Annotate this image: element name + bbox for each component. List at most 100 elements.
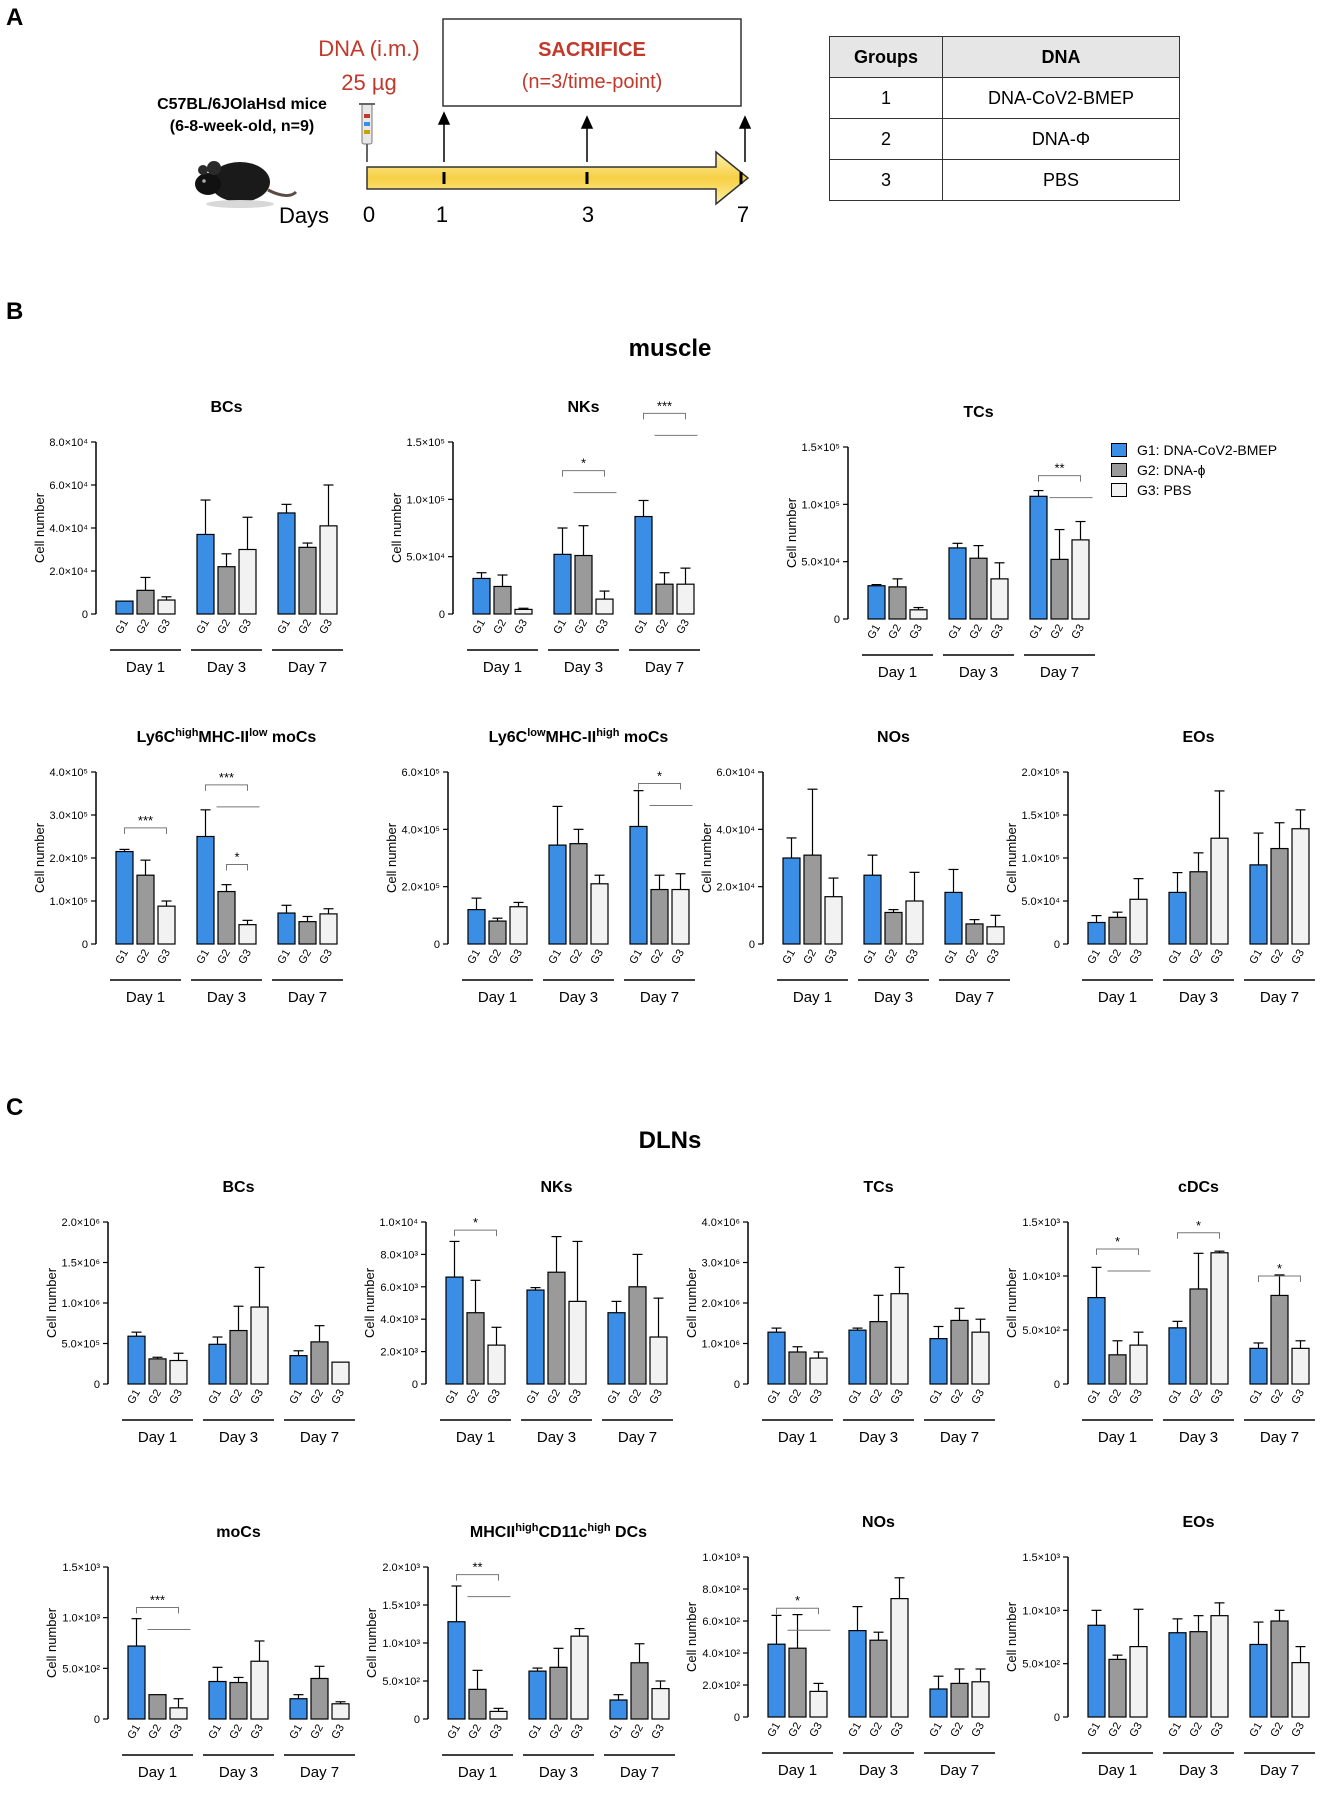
- y-tick-label: 0: [1054, 1379, 1060, 1391]
- bar-g2: [1189, 1631, 1208, 1718]
- x-tick-label: G1: [605, 1388, 623, 1407]
- x-tick-label: G2: [1187, 1721, 1205, 1740]
- y-tick-label: 0: [434, 939, 440, 951]
- bar-g1: [528, 1670, 547, 1720]
- x-tick-label: G1: [1247, 948, 1265, 967]
- bar-g1: [289, 1698, 308, 1720]
- day-label: Day 7: [640, 989, 679, 1006]
- y-tick-label: 5.0×10⁴: [801, 557, 840, 569]
- x-tick-label: G1: [607, 1723, 625, 1742]
- y-tick-label: 3.0×10⁶: [702, 1258, 740, 1270]
- x-tick-label: G1: [846, 1388, 864, 1407]
- x-tick-label: G3: [888, 1721, 906, 1740]
- day-label: Day 7: [940, 1429, 979, 1446]
- groups-table: Groups DNA 1 DNA-CoV2-BMEP 2 DNA-Φ 3 PBS: [829, 36, 1180, 201]
- y-axis-label: Cell number: [1004, 1267, 1019, 1338]
- x-tick-label: G3: [566, 1388, 584, 1407]
- legend-label-g2: G2: DNA-ɸ: [1137, 462, 1206, 478]
- x-tick-label: G1: [927, 1388, 945, 1407]
- x-tick-label: G1: [113, 618, 131, 637]
- title-superscript: high: [587, 1522, 610, 1534]
- y-axis-label: Cell number: [44, 1267, 59, 1338]
- x-tick-label: G2: [1268, 1721, 1286, 1740]
- bar-g1: [1029, 495, 1048, 620]
- day-label: Day 7: [288, 659, 327, 676]
- day-label: Day 7: [645, 659, 684, 676]
- bar-g1: [848, 1329, 867, 1385]
- bar-g2: [547, 1271, 566, 1385]
- panel-letter-c: C: [6, 1094, 24, 1121]
- y-tick-label: 1.5×10⁵: [1021, 810, 1060, 822]
- y-tick-label: 1.5×10⁵: [801, 442, 840, 454]
- y-tick-label: 0: [412, 1379, 418, 1391]
- bar-g2: [310, 1677, 329, 1720]
- y-tick-label: 1.0×10³: [702, 1552, 740, 1564]
- bar-g3: [570, 1635, 589, 1720]
- bar-g1: [289, 1355, 308, 1385]
- bar-g2: [1108, 1658, 1127, 1718]
- panel-letter-b: B: [6, 298, 24, 325]
- y-tick-label: 8.0×10⁴: [49, 437, 88, 449]
- x-tick-label: G2: [134, 618, 152, 637]
- bar-g2: [229, 1329, 248, 1385]
- bar-g2: [1050, 558, 1069, 620]
- bar-g3: [809, 1690, 828, 1718]
- x-tick-label: G2: [466, 1723, 484, 1742]
- bar-g3: [331, 1703, 350, 1720]
- bar-g1: [127, 1335, 146, 1385]
- chart-legend: G1: DNA-CoV2-BMEP G2: DNA-ɸ G3: PBS: [1111, 440, 1277, 500]
- bar-g3: [238, 924, 257, 945]
- y-tick-label: 0: [82, 939, 88, 951]
- x-tick-label: G1: [861, 948, 879, 967]
- x-tick-label: G1: [470, 618, 488, 637]
- x-tick-label: G2: [1187, 948, 1205, 967]
- day-tick-7: 7: [737, 202, 749, 227]
- day-tick-1: 1: [436, 202, 448, 227]
- x-tick-label: G2: [963, 948, 981, 967]
- y-tick-label: 0: [834, 614, 840, 626]
- y-tick-label: 5.0×10⁵: [61, 1339, 100, 1351]
- x-tick-label: G1: [275, 618, 293, 637]
- chart-dlns-tcs: TCs 0 1.0×10⁶ 2.0×10⁶ 3.0×10⁶ 4.0×10⁶ Cell num…: [684, 1179, 995, 1446]
- x-tick-label: G3: [1208, 1388, 1226, 1407]
- x-tick-label: G1: [632, 618, 650, 637]
- y-tick-label: 1.0×10³: [382, 1638, 420, 1650]
- bar-g3: [509, 906, 528, 945]
- day-label: Day 3: [207, 659, 246, 676]
- title-part: Ly6C: [489, 729, 528, 746]
- bar-g3: [1129, 1344, 1148, 1385]
- bar-g3: [905, 900, 924, 945]
- y-tick-label: 3.0×10⁵: [49, 810, 88, 822]
- bar-g3: [676, 583, 695, 615]
- significance-label: *: [581, 456, 586, 471]
- day-label: Day 7: [288, 989, 327, 1006]
- table-header-dna: DNA: [942, 36, 1180, 78]
- significance-bracket: [454, 1229, 497, 1237]
- chart-dlns-mhcii-dcs: MHCIIhighCD11chigh DCs05.0×10²1.0×10³1.5…: [364, 1522, 675, 1781]
- bar-g3: [1291, 1662, 1310, 1718]
- table-cell: 3: [829, 159, 943, 201]
- y-tick-label: 2.0×10⁴: [716, 882, 755, 894]
- day-label: Day 3: [859, 1762, 898, 1779]
- dose-route: DNA (i.m.): [318, 36, 419, 61]
- y-tick-label: 5.0×10²: [1022, 1325, 1060, 1337]
- day-label: Day 7: [1260, 1429, 1299, 1446]
- y-tick-label: 1.0×10⁶: [702, 1339, 740, 1351]
- section-title-muscle: muscle: [628, 335, 712, 362]
- x-tick-label: G1: [846, 1721, 864, 1740]
- y-axis-label: Cell number: [362, 1267, 377, 1338]
- y-tick-label: 0: [1054, 1712, 1060, 1724]
- x-tick-label: G1: [780, 948, 798, 967]
- bar-g3: [169, 1359, 188, 1385]
- y-tick-label: 1.0×10⁶: [62, 1298, 100, 1310]
- day-label: Day 1: [1098, 1762, 1137, 1779]
- x-tick-label: G3: [1289, 948, 1307, 967]
- bar-g1: [115, 600, 134, 615]
- bar-g1: [929, 1338, 948, 1385]
- day-label: Day 3: [874, 989, 913, 1006]
- y-tick-label: 6.0×10³: [380, 1282, 418, 1294]
- bar-g3: [157, 905, 176, 945]
- day-label: Day 1: [478, 989, 517, 1006]
- y-tick-label: 4.0×10⁴: [716, 824, 755, 836]
